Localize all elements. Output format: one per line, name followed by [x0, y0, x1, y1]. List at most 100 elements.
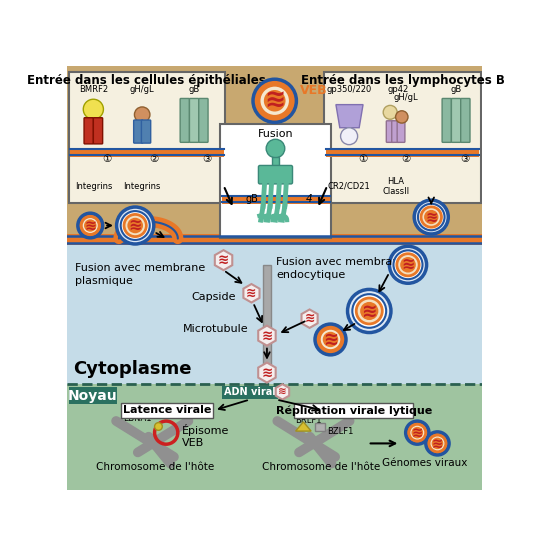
Text: ≋: ≋ — [261, 328, 273, 343]
Bar — [67, 66, 482, 242]
FancyBboxPatch shape — [397, 121, 405, 142]
Text: Cytoplasme: Cytoplasme — [73, 360, 192, 378]
Text: Chromosome de l'hôte: Chromosome de l'hôte — [262, 462, 381, 472]
Text: BZLF1: BZLF1 — [327, 426, 354, 436]
FancyBboxPatch shape — [69, 387, 117, 404]
Circle shape — [81, 217, 99, 234]
Circle shape — [360, 302, 378, 320]
Text: Capside: Capside — [191, 292, 235, 302]
Circle shape — [406, 421, 429, 444]
Text: BRLF1: BRLF1 — [296, 416, 322, 425]
Text: gp42: gp42 — [388, 85, 408, 94]
Polygon shape — [243, 284, 259, 302]
FancyBboxPatch shape — [133, 120, 143, 143]
Bar — [67, 384, 482, 490]
Polygon shape — [258, 363, 276, 382]
Text: ②: ② — [401, 154, 410, 164]
FancyBboxPatch shape — [315, 423, 325, 431]
Circle shape — [414, 200, 448, 234]
Bar — [67, 234, 482, 245]
Text: ≋: ≋ — [261, 365, 273, 380]
Text: BMRF2: BMRF2 — [79, 85, 108, 94]
Text: Réplication virale lytique: Réplication virale lytique — [276, 405, 432, 415]
Circle shape — [259, 85, 291, 116]
Text: Latence virale: Latence virale — [123, 406, 211, 415]
Text: ≋: ≋ — [425, 209, 437, 225]
Bar — [69, 72, 225, 203]
Text: ≋: ≋ — [361, 301, 377, 321]
Text: Entrée dans les cellules épithéliales: Entrée dans les cellules épithéliales — [27, 74, 266, 87]
Bar — [220, 124, 331, 238]
FancyBboxPatch shape — [461, 99, 470, 142]
FancyBboxPatch shape — [258, 165, 293, 184]
Text: ≋: ≋ — [129, 218, 142, 233]
Circle shape — [400, 257, 416, 273]
Text: ≋: ≋ — [432, 436, 443, 450]
Circle shape — [154, 423, 162, 430]
Bar — [67, 242, 482, 384]
Circle shape — [117, 207, 154, 244]
Text: Integrins: Integrins — [75, 182, 112, 191]
Text: gB: gB — [189, 85, 200, 94]
Circle shape — [352, 294, 386, 328]
Text: ≋: ≋ — [218, 253, 229, 267]
Text: ≋: ≋ — [304, 312, 315, 325]
Circle shape — [323, 332, 338, 347]
Circle shape — [266, 139, 285, 158]
Circle shape — [397, 253, 419, 276]
Text: ≋: ≋ — [84, 219, 96, 233]
FancyBboxPatch shape — [294, 403, 413, 418]
FancyBboxPatch shape — [451, 99, 461, 142]
Text: VEB: VEB — [300, 84, 327, 98]
Text: ADN viral: ADN viral — [224, 387, 276, 397]
FancyBboxPatch shape — [93, 118, 103, 144]
FancyBboxPatch shape — [189, 99, 199, 142]
Text: Entrée dans les lymphocytes B: Entrée dans les lymphocytes B — [301, 74, 504, 87]
Text: Fusion avec membrane
endocytique: Fusion avec membrane endocytique — [276, 257, 406, 280]
FancyBboxPatch shape — [442, 99, 451, 142]
Text: gp350/220: gp350/220 — [326, 85, 372, 94]
Polygon shape — [215, 250, 232, 270]
Text: ≋: ≋ — [278, 387, 287, 397]
Circle shape — [409, 424, 426, 441]
Circle shape — [264, 90, 286, 111]
Polygon shape — [276, 384, 289, 399]
Text: Noyau: Noyau — [68, 388, 117, 403]
Text: ③: ③ — [461, 154, 470, 164]
Text: HLA
ClassII: HLA ClassII — [382, 176, 409, 196]
Text: ≋: ≋ — [264, 89, 285, 113]
Circle shape — [429, 435, 446, 452]
FancyBboxPatch shape — [386, 121, 394, 142]
Circle shape — [315, 324, 346, 355]
Circle shape — [424, 210, 438, 224]
Text: Épisome
VEB: Épisome VEB — [182, 424, 229, 447]
Polygon shape — [302, 310, 318, 328]
FancyBboxPatch shape — [121, 403, 213, 418]
Polygon shape — [258, 326, 276, 345]
FancyBboxPatch shape — [222, 386, 278, 399]
Circle shape — [78, 213, 103, 238]
Circle shape — [128, 218, 143, 233]
Bar — [324, 72, 481, 203]
Circle shape — [124, 214, 146, 236]
Text: gB: gB — [245, 195, 258, 204]
FancyBboxPatch shape — [199, 99, 208, 142]
Text: Microtubule: Microtubule — [183, 325, 249, 334]
Text: ≋: ≋ — [401, 257, 415, 272]
Text: Fusion avec membrane
plasmique: Fusion avec membrane plasmique — [75, 263, 205, 287]
Bar — [326, 148, 479, 157]
Circle shape — [356, 298, 382, 324]
FancyBboxPatch shape — [142, 120, 151, 143]
Circle shape — [340, 128, 358, 145]
Circle shape — [389, 246, 427, 283]
Circle shape — [83, 99, 103, 119]
Text: ①: ① — [103, 154, 112, 164]
Text: Integrins: Integrins — [123, 182, 161, 191]
Polygon shape — [296, 422, 311, 431]
Text: 4: 4 — [306, 195, 313, 204]
Circle shape — [431, 437, 443, 449]
Text: EBNA1: EBNA1 — [123, 414, 151, 423]
Text: gH/gL: gH/gL — [393, 93, 418, 102]
Circle shape — [418, 204, 444, 230]
Circle shape — [347, 289, 391, 333]
